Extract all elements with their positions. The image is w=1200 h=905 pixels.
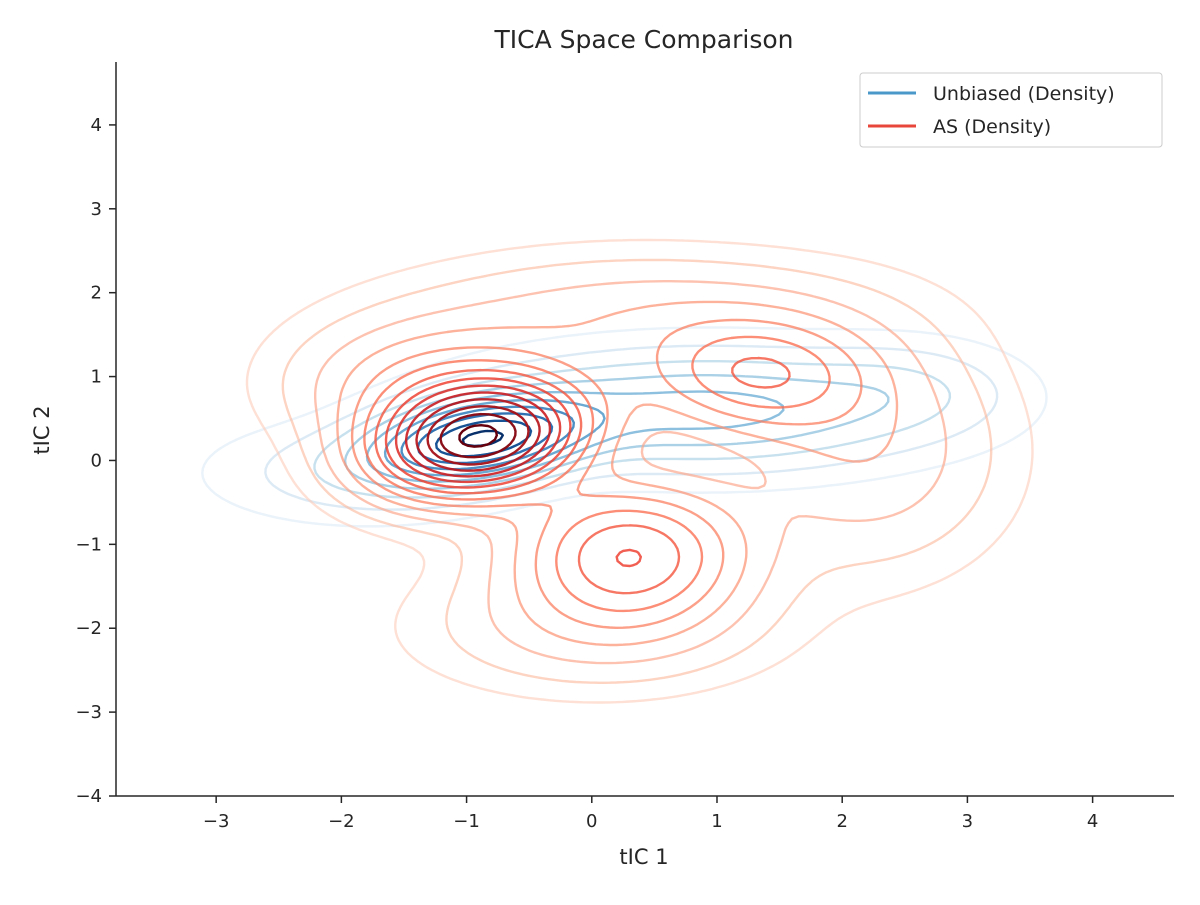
unbiased-contour-level-0 <box>201 326 1048 528</box>
as-contour-level-12 <box>439 412 517 459</box>
as-contour-level-13 <box>458 424 498 448</box>
as-contour-level-0 <box>245 238 1034 704</box>
contour-layer <box>201 238 1048 704</box>
x-tick-label: −1 <box>453 811 480 832</box>
as-contour-level-6 <box>374 356 791 595</box>
as-contour-level-9 <box>404 391 552 478</box>
as-contour-level-5 <box>363 335 831 613</box>
x-axis-label: tIC 1 <box>619 845 668 869</box>
y-axis-label: tIC 2 <box>30 405 54 454</box>
x-axis-ticks: −3 −2 −1 0 1 2 3 4 <box>203 796 1098 832</box>
x-tick-label: 0 <box>586 811 597 832</box>
as-contour-level-4 <box>350 318 863 629</box>
y-tick-label: 1 <box>91 367 102 388</box>
y-tick-label: −3 <box>75 702 102 723</box>
x-tick-label: −3 <box>203 811 230 832</box>
unbiased-contour-level-3 <box>343 374 890 490</box>
as-contour-level-11 <box>426 405 530 466</box>
legend: Unbiased (Density) AS (Density) <box>859 72 1163 148</box>
legend-label-unbiased: Unbiased (Density) <box>933 83 1115 105</box>
y-tick-label: 0 <box>91 450 102 471</box>
x-tick-label: 4 <box>1087 811 1098 832</box>
as-contour-level-1 <box>281 258 993 684</box>
legend-label-as: AS (Density) <box>933 116 1051 138</box>
as-contour-level-3 <box>336 300 899 647</box>
y-tick-label: −4 <box>75 786 102 807</box>
legend-frame <box>859 72 1163 148</box>
x-tick-label: 2 <box>836 811 847 832</box>
x-tick-label: 3 <box>962 811 973 832</box>
as-contour-level-2 <box>314 280 948 665</box>
x-tick-label: −2 <box>328 811 355 832</box>
y-tick-label: 2 <box>91 283 102 304</box>
as-contour-level-7 <box>384 377 642 568</box>
as-contour-level-10 <box>415 398 541 472</box>
unbiased-contour-level-1 <box>264 344 999 511</box>
y-axis-ticks: −4 −3 −2 −1 0 1 2 3 4 <box>75 115 116 807</box>
chart-title: TICA Space Comparison <box>494 25 794 54</box>
y-tick-label: −1 <box>75 534 102 555</box>
y-tick-label: 3 <box>91 199 102 220</box>
y-tick-label: −2 <box>75 618 102 639</box>
x-tick-label: 1 <box>711 811 722 832</box>
as-contour-level-8 <box>394 384 562 484</box>
y-tick-label: 4 <box>91 115 102 136</box>
